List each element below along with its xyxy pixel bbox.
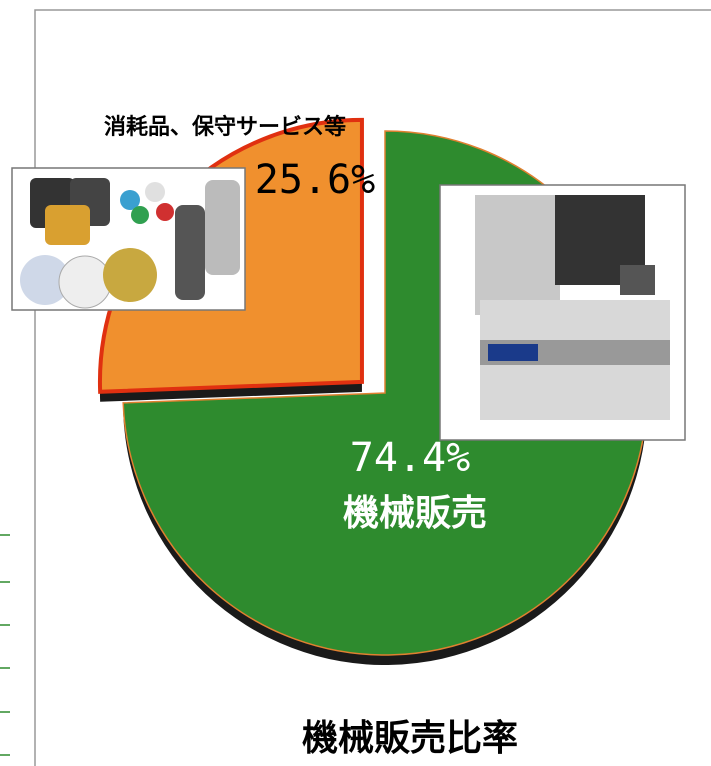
value-label: 25.6% xyxy=(255,157,375,203)
left-decoration xyxy=(0,535,10,755)
value-label: 74.4% xyxy=(350,435,470,481)
page: 機械販売比率 74.4%機械販売25.6%消耗品、保守サービス等 (() => … xyxy=(0,0,711,766)
chart: 機械販売比率 74.4% 機械販売 25.6% 消耗品、保守サービス等 xyxy=(0,0,711,766)
consumables-photo xyxy=(12,168,245,310)
category-label: 消耗品、保守サービス等 xyxy=(104,114,346,140)
machine-photo xyxy=(440,185,685,440)
category-label: 機械販売 xyxy=(343,493,487,534)
chart-title: 機械販売比率 xyxy=(302,718,518,759)
